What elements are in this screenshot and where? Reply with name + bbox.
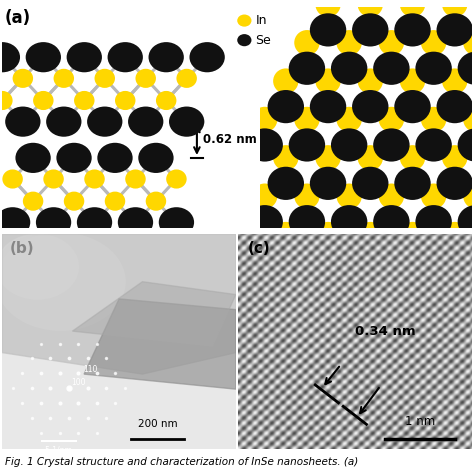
Polygon shape bbox=[73, 282, 236, 346]
Text: (a): (a) bbox=[5, 9, 31, 27]
Text: 1 nm: 1 nm bbox=[405, 415, 436, 428]
Ellipse shape bbox=[0, 235, 78, 299]
Text: (c): (c) bbox=[247, 241, 270, 256]
Polygon shape bbox=[84, 299, 236, 389]
Ellipse shape bbox=[0, 233, 125, 330]
Text: 200 nm: 200 nm bbox=[138, 419, 177, 429]
Text: Fig. 1 Crystal structure and characterization of InSe nanosheets. (a): Fig. 1 Crystal structure and characteriz… bbox=[5, 457, 358, 467]
Text: (b): (b) bbox=[9, 241, 34, 256]
Text: 0.34 nm: 0.34 nm bbox=[355, 325, 416, 338]
Polygon shape bbox=[2, 235, 236, 374]
